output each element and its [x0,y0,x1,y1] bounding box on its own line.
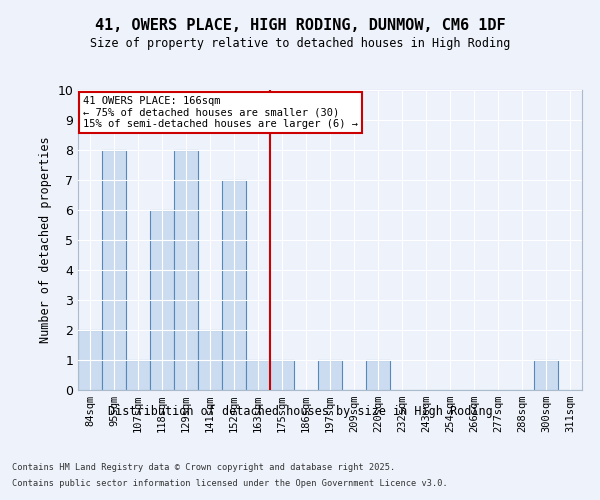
Text: 41, OWERS PLACE, HIGH RODING, DUNMOW, CM6 1DF: 41, OWERS PLACE, HIGH RODING, DUNMOW, CM… [95,18,505,32]
Bar [534,360,558,390]
Text: Contains public sector information licensed under the Open Government Licence v3: Contains public sector information licen… [12,479,448,488]
Bar [102,150,126,390]
Bar [198,330,222,390]
Text: Distribution of detached houses by size in High Roding: Distribution of detached houses by size … [107,405,493,418]
Bar [174,150,198,390]
Y-axis label: Number of detached properties: Number of detached properties [39,136,52,344]
Bar [366,360,390,390]
Text: Contains HM Land Registry data © Crown copyright and database right 2025.: Contains HM Land Registry data © Crown c… [12,462,395,471]
Text: 41 OWERS PLACE: 166sqm
← 75% of detached houses are smaller (30)
15% of semi-det: 41 OWERS PLACE: 166sqm ← 75% of detached… [83,96,358,129]
Bar [78,330,102,390]
Bar [246,360,270,390]
Bar [126,360,150,390]
Bar [222,180,246,390]
Bar [270,360,294,390]
Text: Size of property relative to detached houses in High Roding: Size of property relative to detached ho… [90,38,510,51]
Bar [318,360,342,390]
Bar [150,210,174,390]
